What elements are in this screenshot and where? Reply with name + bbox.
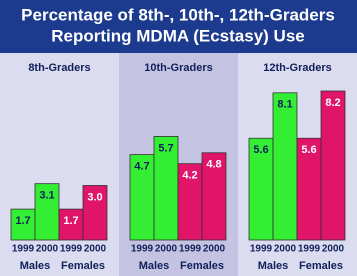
bar [248,137,274,241]
x-tick-label: 2000 [203,244,226,255]
legend-label: Males [20,260,51,272]
value-label: 5.6 [301,144,316,156]
value-label: 5.7 [158,142,173,154]
bar [201,152,227,241]
legend-label: Males [139,260,170,272]
bar [82,185,108,241]
x-tick-label: 2000 [322,244,345,255]
bar [129,154,155,241]
panel-title: 8th-Graders [28,62,90,74]
bar [58,208,84,241]
title-band [0,0,357,53]
legend-label: Females [61,260,105,272]
value-label: 5.6 [253,144,268,156]
x-tick-label: 1999 [179,244,202,255]
bar [177,163,203,241]
x-tick-label: 1999 [298,244,321,255]
title-line: Percentage of 8th-, 10th-, 12th-Graders [21,5,335,24]
bar [10,208,36,241]
panel-background [0,53,119,276]
bar [153,136,179,241]
bar [320,90,346,241]
x-tick-label: 1999 [131,244,154,255]
legend-label: Females [180,260,224,272]
panel-title: 12th-Graders [263,62,331,74]
legend-label: Females [299,260,343,272]
panel-title: 10th-Graders [144,62,212,74]
value-label: 3.1 [39,190,54,202]
x-tick-label: 2000 [274,244,297,255]
title-line: Reporting MDMA (Ecstasy) Use [51,26,304,45]
x-tick-label: 1999 [60,244,83,255]
bar [272,92,298,241]
value-label: 8.1 [277,99,292,111]
x-tick-label: 1999 [12,244,35,255]
value-label: 3.0 [87,191,102,203]
legend-label: Males [258,260,289,272]
value-label: 8.2 [325,97,340,109]
x-tick-label: 2000 [155,244,178,255]
x-tick-label: 1999 [250,244,273,255]
bar [296,137,322,241]
value-label: 4.7 [134,161,149,173]
value-label: 4.8 [206,159,221,171]
value-label: 4.2 [182,170,197,182]
x-tick-label: 2000 [36,244,59,255]
value-label: 1.7 [63,215,78,227]
bar [34,183,60,241]
x-tick-label: 2000 [84,244,107,255]
value-label: 1.7 [15,215,30,227]
